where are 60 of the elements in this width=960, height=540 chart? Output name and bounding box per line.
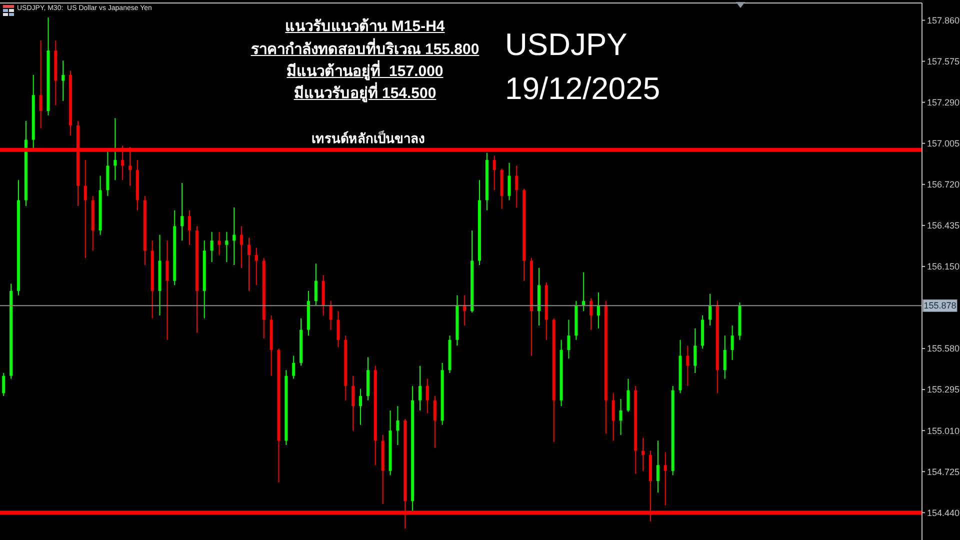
candlestick xyxy=(188,210,191,246)
y-tick-label: 156.150 xyxy=(927,262,960,272)
candlestick xyxy=(642,437,645,472)
y-tick-label: 156.435 xyxy=(927,220,960,231)
candlestick xyxy=(292,355,296,380)
candlestick xyxy=(336,310,340,348)
candlestick xyxy=(590,298,593,330)
candlestick xyxy=(2,372,6,397)
ref-line-label: 155.878 xyxy=(924,300,956,311)
candlestick xyxy=(39,40,42,129)
candlestick xyxy=(626,378,630,412)
candlestick xyxy=(114,118,117,181)
candlestick xyxy=(396,406,400,446)
candlestick xyxy=(247,237,250,292)
text: 19/12/2025 xyxy=(505,71,660,106)
candlestick xyxy=(492,155,496,191)
y-tick-label: 154.440 xyxy=(927,508,960,518)
candlestick xyxy=(352,375,355,432)
y-tick-label: 156.720 xyxy=(927,180,960,190)
candlestick xyxy=(359,388,362,426)
candlestick xyxy=(210,231,214,263)
y-tick-label: 155.580 xyxy=(927,344,960,354)
annotation: แนวรับแนวต้าน M15-H4 xyxy=(285,18,445,36)
annotation: เทรนด์หลักเป็นขาลง xyxy=(312,131,424,147)
y-tick-label: 157.290 xyxy=(927,98,960,108)
candlestick xyxy=(166,240,169,340)
y-tick-label: 157.575 xyxy=(927,56,960,66)
candlestick xyxy=(582,272,586,312)
candlestick xyxy=(62,60,65,102)
candlestick xyxy=(596,292,600,329)
candlestick xyxy=(723,335,726,380)
candlestick xyxy=(708,293,712,326)
y-tick-label: 155.010 xyxy=(927,426,960,436)
candlestick xyxy=(418,365,422,411)
candlestick xyxy=(508,162,511,201)
y-tick-label: 154.725 xyxy=(927,466,960,477)
candlestick xyxy=(84,159,87,258)
candlestick xyxy=(232,206,236,266)
candlestick xyxy=(694,328,697,374)
candlestick xyxy=(426,378,429,414)
candlestick xyxy=(254,247,258,286)
candlestick xyxy=(218,231,221,256)
candlestick xyxy=(329,300,332,330)
candlestick xyxy=(314,263,318,306)
candlestick xyxy=(433,396,436,448)
y-tick-label: 157.005 xyxy=(927,138,960,149)
candlestick xyxy=(567,319,570,360)
candlestick xyxy=(180,182,184,242)
candlestick xyxy=(619,398,622,436)
candlestick xyxy=(240,226,244,268)
candlestick xyxy=(612,392,615,442)
candlestick xyxy=(225,231,228,263)
candlestick xyxy=(730,324,734,361)
candlestick xyxy=(686,345,690,386)
candlestick xyxy=(515,165,518,208)
candlestick xyxy=(656,440,660,493)
text: USDJPY xyxy=(505,27,628,62)
y-tick-label: 155.295 xyxy=(927,384,960,395)
candlestick xyxy=(664,452,667,506)
y-tick-label: 157.860 xyxy=(927,15,960,26)
